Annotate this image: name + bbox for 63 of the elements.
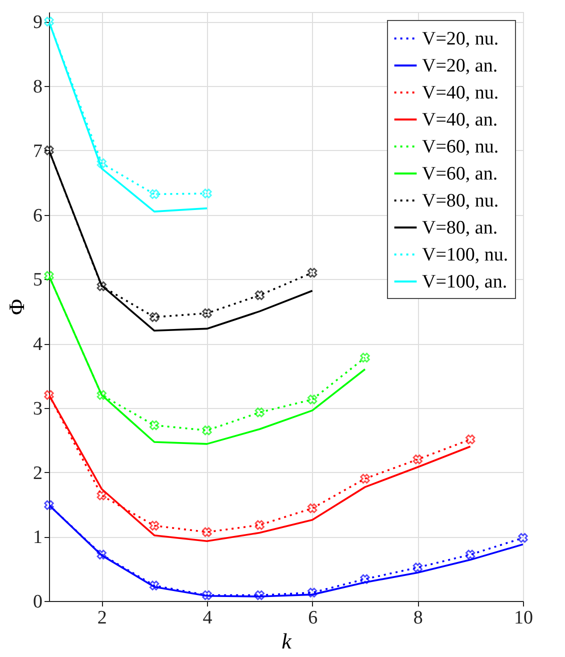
x-tick-label: 8 xyxy=(413,608,423,628)
x-axis-title: k xyxy=(282,628,293,654)
x-tick-label: 10 xyxy=(514,608,533,628)
legend-label: V=60, an. xyxy=(422,164,498,184)
point xyxy=(307,588,318,598)
x-tick-label: 4 xyxy=(202,608,213,628)
point xyxy=(202,188,212,198)
point xyxy=(465,550,476,560)
point xyxy=(307,268,318,278)
point xyxy=(96,390,107,400)
point xyxy=(44,271,54,281)
y-tick-label: 2 xyxy=(33,462,42,484)
point xyxy=(149,580,160,590)
point xyxy=(254,590,265,600)
legend-label: V=100, an. xyxy=(422,272,508,292)
y-tick-label: 3 xyxy=(33,398,42,420)
point xyxy=(307,394,318,404)
point xyxy=(149,420,160,430)
legend-label: V=40, an. xyxy=(422,110,498,130)
point xyxy=(149,520,160,531)
x-tick-label: 6 xyxy=(308,608,318,628)
point xyxy=(202,426,212,436)
y-tick-label: 7 xyxy=(33,140,42,162)
point xyxy=(44,16,54,26)
point xyxy=(360,474,370,484)
point xyxy=(96,550,107,560)
point xyxy=(202,590,212,600)
point xyxy=(307,503,318,514)
point xyxy=(44,500,54,510)
point xyxy=(254,408,265,418)
point xyxy=(518,533,528,543)
point xyxy=(465,434,476,444)
y-tick-label: 8 xyxy=(33,76,42,98)
legend-label: V=40, nu. xyxy=(422,82,499,104)
legend-label: V=60, nu. xyxy=(422,136,499,158)
y-tick-label: 5 xyxy=(33,270,42,291)
point xyxy=(202,308,212,318)
point xyxy=(149,312,160,322)
point xyxy=(254,520,265,530)
legend-label: V=20, nu. xyxy=(422,28,499,50)
point xyxy=(96,281,107,292)
point xyxy=(44,390,54,400)
legend-label: V=20, an. xyxy=(422,56,498,76)
y-tick-label: 1 xyxy=(33,527,42,548)
x-tick-label: 2 xyxy=(97,608,107,628)
point xyxy=(360,574,370,584)
legend-label: V=100, nu. xyxy=(422,244,508,266)
point xyxy=(412,454,423,464)
point xyxy=(96,158,107,168)
y-tick-label: 0 xyxy=(33,592,42,612)
point xyxy=(202,527,212,537)
point xyxy=(96,490,107,500)
point xyxy=(360,352,370,363)
point xyxy=(412,562,423,572)
point xyxy=(254,290,265,300)
legend-label: V=80, nu. xyxy=(422,190,499,212)
y-axis-title: Φ xyxy=(4,298,29,316)
legend-label: V=80, an. xyxy=(422,218,498,238)
point xyxy=(44,146,54,156)
y-tick-label: 9 xyxy=(33,12,42,34)
point xyxy=(149,189,160,200)
y-tick-label: 6 xyxy=(33,205,42,226)
y-tick-label: 4 xyxy=(33,334,43,356)
